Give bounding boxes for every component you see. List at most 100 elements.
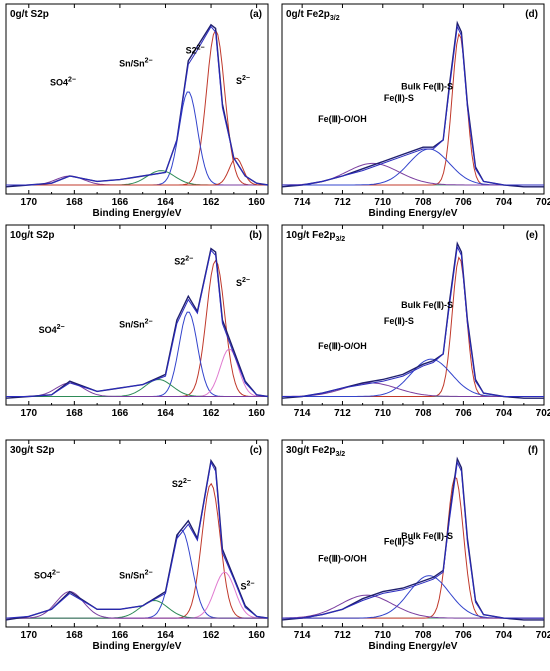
- plot-frame: [5, 439, 269, 628]
- panel-letter: (f): [528, 445, 538, 456]
- x-tick-label: 702: [536, 408, 550, 419]
- envelope-fit-line: [6, 25, 269, 186]
- annotation-superscript: 2−: [183, 478, 191, 485]
- annotation-superscript: 2−: [145, 319, 153, 326]
- panel-letter: (e): [526, 230, 538, 241]
- raw-spectrum-line: [5, 458, 269, 621]
- x-tick-label: 162: [203, 630, 220, 641]
- x-tick-label: 162: [203, 408, 220, 419]
- plot-frame: [281, 224, 545, 406]
- envelope-fit-line: [5, 460, 269, 619]
- raw-spectrum-line: [5, 23, 269, 188]
- panel-title: 10g/t Fe2p3/2: [286, 230, 345, 243]
- x-tick-label: 704: [495, 197, 512, 208]
- panel-title: 0g/t Fe2p3/2: [286, 9, 340, 22]
- x-tick-label: 702: [536, 630, 550, 641]
- x-tick-label: 166: [112, 630, 129, 641]
- plot-frame: [281, 3, 545, 195]
- x-tick-label: 714: [294, 408, 311, 419]
- fit-component-curve: [6, 482, 268, 619]
- panel-letter: (c): [250, 445, 262, 456]
- fit-component-curve: [6, 157, 268, 186]
- peak-annotation: Sn/Sn2−: [119, 58, 153, 69]
- x-tick-label: 710: [374, 630, 391, 641]
- annotation-superscript: 2−: [68, 77, 76, 84]
- x-tick-label: 166: [112, 197, 129, 208]
- peak-annotation: Fe(Ⅲ)-O/OH: [318, 114, 367, 124]
- x-tick-label: 712: [334, 197, 351, 208]
- peak-annotation: S22−: [186, 44, 205, 55]
- envelope-fit-line: [282, 245, 544, 397]
- annotation-superscript: 2−: [185, 256, 193, 263]
- x-tick-label: 710: [374, 408, 391, 419]
- x-tick-label: 168: [66, 197, 83, 208]
- fit-component-curve: [281, 382, 544, 397]
- panel-a: 0g/t S2p (a) 170 168 166 164 162 160 Binding Ene…: [5, 3, 269, 219]
- x-axis-label: Binding Energy/eV: [93, 208, 182, 219]
- panel-title-subscript: 3/2: [335, 451, 345, 458]
- peak-annotation: Fe(Ⅲ)-O/OH: [318, 554, 367, 564]
- x-tick-label: 160: [248, 408, 265, 419]
- peak-annotation: Bulk Fe(Ⅱ)-S: [401, 82, 453, 92]
- x-tick-label: 162: [203, 197, 220, 208]
- x-axis-label: Binding Energy/eV: [93, 641, 182, 652]
- x-axis-label: Binding Energy/eV: [369, 208, 458, 219]
- x-tick-label: 168: [66, 408, 83, 419]
- peak-annotation: SO42−: [39, 324, 65, 335]
- plot-frame: [5, 3, 269, 195]
- x-tick-label: 704: [495, 408, 512, 419]
- x-tick-label: 714: [294, 197, 311, 208]
- x-tick-label: 712: [334, 630, 351, 641]
- panel-f: 30g/t Fe2p3/2 (f) 714 712 710 708 706 704 702 Bin…: [281, 439, 550, 652]
- annotation-superscript: 2−: [247, 581, 255, 588]
- plot-frame: [5, 224, 269, 406]
- peak-annotation: Bulk Fe(Ⅱ)-S: [401, 300, 453, 310]
- x-tick-label: 704: [495, 630, 512, 641]
- peak-annotation: Fe(Ⅱ)-S: [384, 93, 414, 103]
- peak-annotation: SO42−: [50, 77, 76, 88]
- fit-component-curve: [6, 599, 268, 619]
- annotation-superscript: 2−: [52, 569, 60, 576]
- annotation-superscript: 2−: [57, 324, 65, 331]
- x-tick-label: 702: [536, 197, 550, 208]
- fit-component-curve: [282, 476, 544, 619]
- x-tick-label: 706: [455, 197, 472, 208]
- fit-component-curve: [282, 575, 544, 619]
- x-tick-label: 706: [455, 630, 472, 641]
- x-tick-label: 170: [20, 408, 37, 419]
- x-tick-label: 710: [374, 197, 391, 208]
- x-tick-label: 706: [455, 408, 472, 419]
- peak-annotation: Bulk Fe(Ⅱ)-S: [401, 531, 453, 541]
- peak-annotation: S2−: [240, 581, 254, 592]
- panel-title: 30g/t S2p: [10, 445, 54, 456]
- fit-component-curve: [282, 148, 544, 186]
- peak-annotation: S22−: [172, 478, 191, 489]
- peak-annotation: SO42−: [34, 569, 60, 580]
- x-tick-label: 708: [415, 630, 432, 641]
- panel-title: 10g/t S2p: [10, 230, 54, 241]
- fit-component-curve: [282, 358, 544, 397]
- panel-title: 0g/t S2p: [10, 9, 49, 20]
- envelope-fit-line: [282, 460, 544, 619]
- annotation-superscript: 2−: [197, 44, 205, 51]
- fit-component-curve: [6, 382, 268, 397]
- fit-component-curve: [6, 29, 268, 186]
- x-tick-label: 164: [157, 630, 174, 641]
- x-tick-label: 708: [415, 408, 432, 419]
- peak-annotation: Fe(Ⅱ)-S: [384, 537, 414, 547]
- peak-annotation: Sn/Sn2−: [119, 569, 153, 580]
- envelope-fit-line: [282, 24, 544, 186]
- panel-c: 30g/t S2p (c) 170 168 166 164 162 160 Binding En…: [5, 439, 269, 652]
- annotation-superscript: 2−: [145, 58, 153, 65]
- x-tick-label: 164: [157, 408, 174, 419]
- annotation-superscript: 2−: [242, 277, 250, 284]
- x-tick-label: 170: [20, 630, 37, 641]
- panel-title-subscript: 3/2: [330, 15, 340, 22]
- panel-title: 30g/t Fe2p3/2: [286, 445, 345, 458]
- peak-annotation: Sn/Sn2−: [119, 319, 153, 330]
- raw-spectrum-line: [281, 20, 544, 188]
- panel-title-subscript: 3/2: [335, 236, 345, 243]
- peak-annotation: S22−: [174, 256, 193, 267]
- x-tick-label: 708: [415, 197, 432, 208]
- panel-letter: (a): [250, 9, 262, 20]
